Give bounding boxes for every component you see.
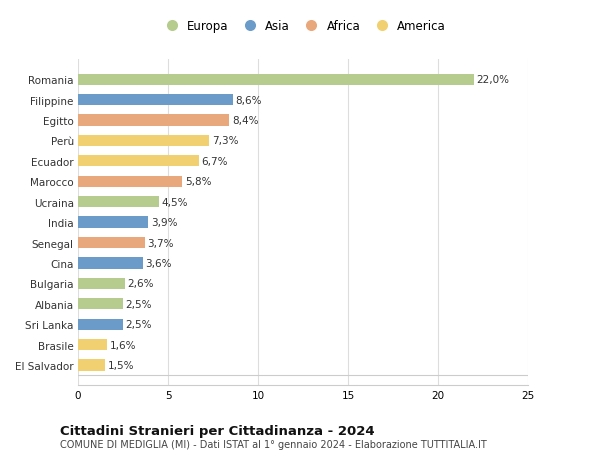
- Text: 2,6%: 2,6%: [128, 279, 154, 289]
- Text: 22,0%: 22,0%: [476, 75, 510, 85]
- Text: 1,5%: 1,5%: [108, 360, 134, 370]
- Text: 3,6%: 3,6%: [146, 258, 172, 269]
- Bar: [78, 196, 159, 208]
- Text: COMUNE DI MEDIGLIA (MI) - Dati ISTAT al 1° gennaio 2024 - Elaborazione TUTTITALI: COMUNE DI MEDIGLIA (MI) - Dati ISTAT al …: [60, 440, 487, 449]
- Text: 2,5%: 2,5%: [126, 299, 152, 309]
- Bar: [78, 176, 182, 187]
- Bar: [78, 319, 123, 330]
- Bar: [78, 135, 209, 147]
- Text: 4,5%: 4,5%: [162, 197, 188, 207]
- Bar: [78, 74, 474, 86]
- Bar: [78, 156, 199, 167]
- Bar: [78, 95, 233, 106]
- Text: 8,4%: 8,4%: [232, 116, 259, 126]
- Bar: [78, 359, 105, 371]
- Bar: [78, 339, 107, 350]
- Text: 3,9%: 3,9%: [151, 218, 178, 228]
- Text: 7,3%: 7,3%: [212, 136, 239, 146]
- Text: 5,8%: 5,8%: [185, 177, 212, 187]
- Text: 8,6%: 8,6%: [235, 95, 262, 106]
- Bar: [78, 258, 143, 269]
- Legend: Europa, Asia, Africa, America: Europa, Asia, Africa, America: [160, 20, 446, 33]
- Bar: [78, 278, 125, 289]
- Text: 1,6%: 1,6%: [110, 340, 136, 350]
- Bar: [78, 115, 229, 126]
- Text: 2,5%: 2,5%: [126, 319, 152, 330]
- Text: 6,7%: 6,7%: [202, 157, 228, 167]
- Bar: [78, 217, 148, 228]
- Bar: [78, 237, 145, 249]
- Text: Cittadini Stranieri per Cittadinanza - 2024: Cittadini Stranieri per Cittadinanza - 2…: [60, 424, 374, 437]
- Text: 3,7%: 3,7%: [148, 238, 174, 248]
- Bar: [78, 298, 123, 310]
